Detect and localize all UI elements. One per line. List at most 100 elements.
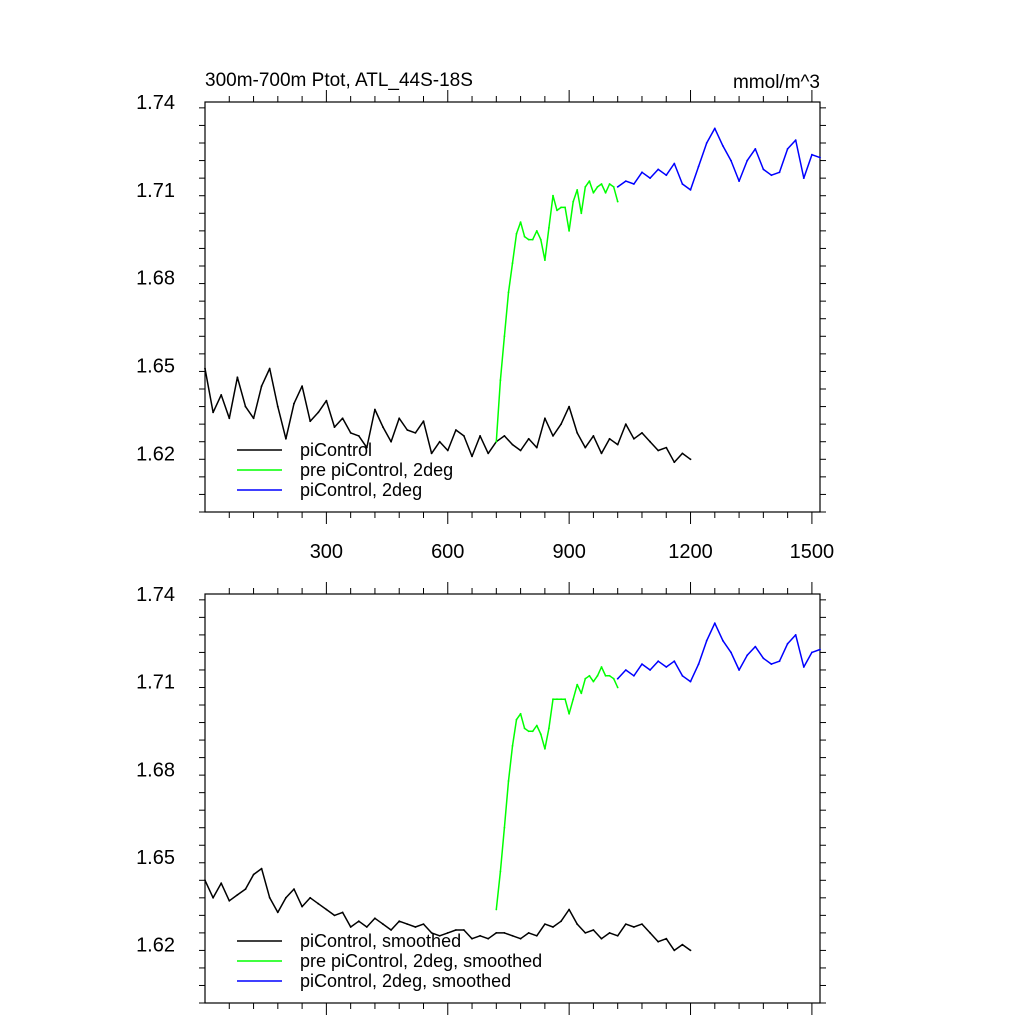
- data-point: [422, 923, 425, 925]
- data-point: [762, 168, 765, 171]
- data-point: [531, 730, 534, 733]
- data-point: [349, 926, 352, 928]
- data-point: [527, 932, 530, 934]
- y-tick-label: 1.68: [136, 759, 175, 781]
- data-point: [515, 718, 518, 721]
- data-point: [212, 411, 215, 414]
- data-point: [649, 669, 651, 671]
- data-point: [604, 191, 607, 194]
- y-tick-label: 1.74: [136, 584, 175, 606]
- data-point: [236, 376, 239, 379]
- series-line: [495, 180, 619, 442]
- series-3: [616, 622, 821, 683]
- data-point: [406, 923, 409, 925]
- legend-label: piControl, 2deg: [300, 480, 422, 500]
- data-point: [446, 932, 449, 934]
- data-point: [317, 902, 320, 905]
- data-point: [588, 180, 591, 183]
- data-point: [487, 452, 490, 455]
- data-point: [523, 727, 526, 730]
- data-point: [285, 437, 287, 440]
- data-point: [657, 940, 660, 943]
- data-point: [568, 712, 570, 715]
- data-point: [592, 435, 595, 437]
- data-point: [544, 417, 546, 420]
- data-point: [552, 698, 554, 701]
- data-point: [507, 780, 510, 782]
- data-point: [600, 183, 603, 185]
- data-point: [260, 867, 263, 870]
- data-point: [713, 127, 716, 130]
- data-point: [430, 452, 433, 455]
- data-point: [616, 677, 619, 680]
- series-1: [204, 367, 692, 464]
- data-point: [762, 657, 765, 660]
- data-point: [548, 227, 550, 229]
- data-point: [333, 914, 336, 917]
- data-point: [568, 230, 570, 232]
- data-point: [738, 180, 740, 183]
- data-point: [503, 826, 506, 829]
- data-point: [544, 747, 546, 750]
- data-point: [301, 905, 303, 908]
- data-point: [228, 899, 231, 902]
- data-point: [309, 896, 312, 899]
- data-point: [665, 937, 668, 940]
- data-point: [576, 923, 579, 925]
- data-point: [414, 926, 417, 928]
- data-point: [592, 680, 595, 683]
- plot-frame: [204, 101, 821, 513]
- data-point: [341, 911, 344, 914]
- data-point: [612, 677, 615, 680]
- data-point: [479, 435, 481, 437]
- data-point: [519, 221, 522, 224]
- units-label: mmol/m^3: [733, 72, 820, 93]
- data-point: [649, 932, 651, 934]
- series-3: [616, 127, 821, 191]
- data-point: [746, 159, 749, 162]
- data-point: [495, 440, 498, 443]
- data-point: [398, 417, 401, 420]
- data-point: [564, 698, 566, 701]
- data-point: [584, 677, 587, 680]
- data-point: [503, 435, 506, 437]
- data-point: [572, 698, 575, 701]
- data-point: [673, 461, 676, 464]
- data-point: [616, 686, 619, 689]
- data-point: [608, 183, 611, 185]
- plot-panel-1: 1.62 1.65 1.68 1.71 1.74 300 600 900 1200 1500 300…: [136, 70, 834, 563]
- data-point: [430, 932, 433, 934]
- data-point: [560, 698, 562, 701]
- data-point: [398, 920, 401, 923]
- data-point: [220, 394, 223, 396]
- data-point: [608, 932, 611, 934]
- data-point: [649, 177, 651, 180]
- data-point: [584, 932, 587, 934]
- data-point: [544, 923, 546, 925]
- data-point: [608, 437, 611, 440]
- data-point: [568, 405, 570, 408]
- data-point: [665, 446, 668, 449]
- data-point: [325, 399, 328, 402]
- legend-label: pre piControl, 2deg: [300, 460, 453, 480]
- data-point: [624, 423, 627, 425]
- data-point: [697, 663, 700, 665]
- data-point: [515, 232, 518, 235]
- data-point: [357, 435, 360, 437]
- data-point: [479, 934, 481, 937]
- data-point: [596, 186, 599, 188]
- data-point: [382, 426, 384, 428]
- data-point: [641, 923, 643, 925]
- data-point: [730, 159, 732, 162]
- data-point: [374, 408, 376, 411]
- data-point: [539, 733, 542, 736]
- data-point: [770, 174, 773, 177]
- data-point: [552, 194, 554, 197]
- plot-frame: [204, 593, 821, 1004]
- data-point: [600, 666, 603, 668]
- data-point: [438, 440, 441, 443]
- data-point: [673, 162, 676, 165]
